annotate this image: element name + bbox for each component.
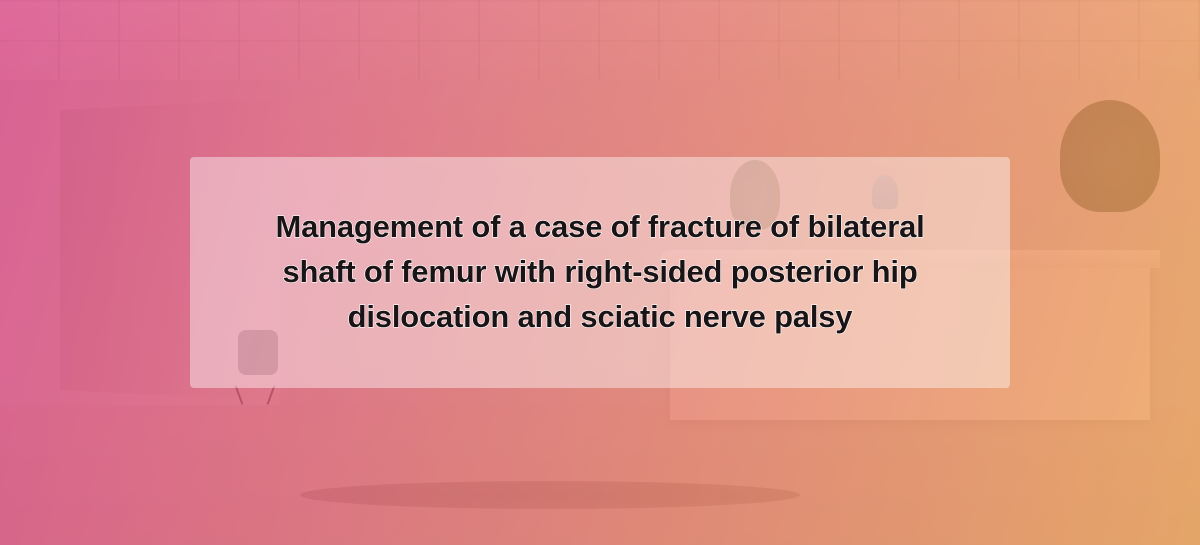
banner-title: Management of a case of fracture of bila… (250, 205, 950, 340)
hero-banner: Management of a case of fracture of bila… (0, 0, 1200, 545)
title-card: Management of a case of fracture of bila… (190, 157, 1010, 388)
